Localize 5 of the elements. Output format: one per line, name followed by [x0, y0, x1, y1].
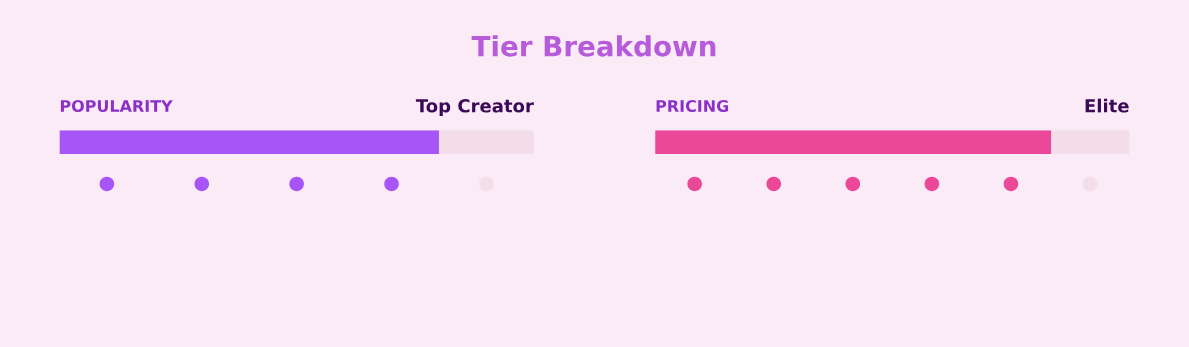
text: Elite [1085, 98, 1129, 113]
text: Top Creator [415, 98, 534, 117]
text: Tier Breakdown [471, 35, 716, 57]
chart-subtitle: PRICING [656, 99, 729, 113]
chart-subtitle: POPULARITY [60, 99, 173, 113]
